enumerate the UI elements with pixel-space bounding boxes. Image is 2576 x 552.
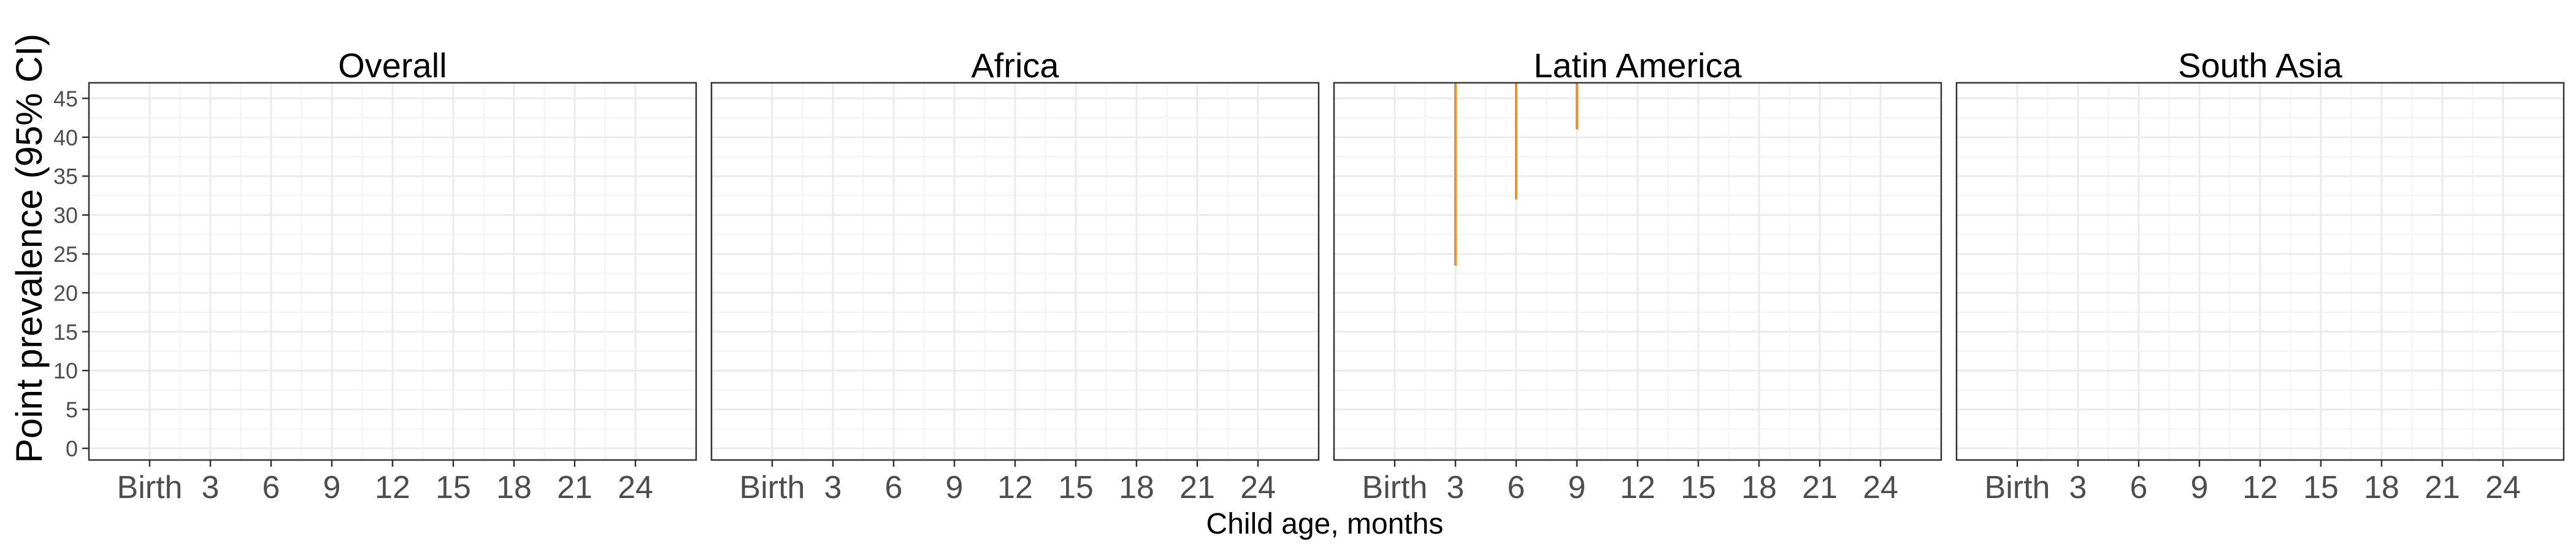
x-tick-label: 3 (824, 470, 842, 505)
x-tick-label: 18 (1741, 470, 1777, 505)
x-tick-label: 12 (375, 470, 410, 505)
x-tick-label: 9 (2191, 470, 2209, 505)
x-tick-label: 3 (2069, 470, 2087, 505)
x-tick-label: 15 (2303, 470, 2339, 505)
x-tick-label: 12 (1620, 470, 1655, 505)
x-axis-title: Child age, months (1206, 508, 1444, 540)
x-tick-label: 18 (1119, 470, 1154, 505)
x-tick-label: 6 (2130, 470, 2148, 505)
x-tick-label: 24 (1863, 470, 1898, 505)
y-tick-label: 15 (53, 320, 78, 345)
x-tick-label: 18 (2364, 470, 2399, 505)
x-tick-label: 15 (1058, 470, 1094, 505)
y-tick-label: 45 (53, 86, 78, 111)
facet-title-africa: Africa (971, 46, 1059, 85)
x-tick-label: 18 (496, 470, 532, 505)
facet-title-latin-america: Latin America (1533, 46, 1742, 85)
y-tick-label: 20 (53, 280, 78, 305)
x-tick-label: 9 (323, 470, 341, 505)
x-tick-label: 6 (263, 470, 280, 505)
x-tick-label: 9 (946, 470, 964, 505)
x-tick-label: 24 (2485, 470, 2521, 505)
x-tick-label: 15 (435, 470, 471, 505)
x-tick-label: 12 (2242, 470, 2278, 505)
x-tick-label: 24 (1240, 470, 1276, 505)
facet-overall: Overall Birth 3 6 9 12 15 18 21 24 0 5 10 15 20 25 30 35 4… (53, 46, 697, 505)
x-tick-label: Birth (740, 470, 805, 505)
x-tick-label: 12 (997, 470, 1033, 505)
x-tick-label: 15 (1681, 470, 1716, 505)
x-tick-label: Birth (117, 470, 183, 505)
x-tick-label: 3 (202, 470, 220, 505)
facet-panels: Overall Birth 3 6 9 12 15 18 21 24 0 5 10 15 20 25 30 35 4… (53, 46, 2565, 505)
y-tick-label: 30 (53, 203, 78, 228)
facet-title-south-asia: South Asia (2178, 46, 2343, 85)
x-tick-label: 3 (1447, 470, 1465, 505)
x-tick-label: 24 (618, 470, 653, 505)
x-tick-label: 6 (1508, 470, 1525, 505)
y-tick-label: 25 (53, 242, 78, 267)
facet-south-asia: South Asia Birth 3 6 9 12 15 18 21 24 (1955, 46, 2565, 505)
facet-africa: Africa Birth 3 6 9 12 15 18 21 24 (710, 46, 1320, 505)
x-tick-label: 21 (2425, 470, 2460, 505)
facet-latin-america: Latin America Birth 3 6 9 12 15 18 21 24 (1333, 46, 1942, 505)
x-tick-label: 9 (1568, 470, 1586, 505)
x-tick-label: 21 (1802, 470, 1838, 505)
y-tick-label: 5 (66, 397, 78, 423)
y-tick-label: 40 (53, 125, 78, 150)
y-axis-title: Point prevalence (95% CI) (9, 34, 50, 463)
x-tick-label: 21 (1179, 470, 1215, 505)
y-tick-label: 35 (53, 164, 78, 189)
x-tick-label: Birth (1985, 470, 2050, 505)
x-tick-label: 6 (885, 470, 903, 505)
x-tick-label: 21 (557, 470, 592, 505)
x-tick-label: Birth (1362, 470, 1428, 505)
facet-title-overall: Overall (338, 46, 447, 85)
y-tick-label: 0 (66, 436, 78, 461)
y-tick-label: 10 (53, 358, 78, 383)
